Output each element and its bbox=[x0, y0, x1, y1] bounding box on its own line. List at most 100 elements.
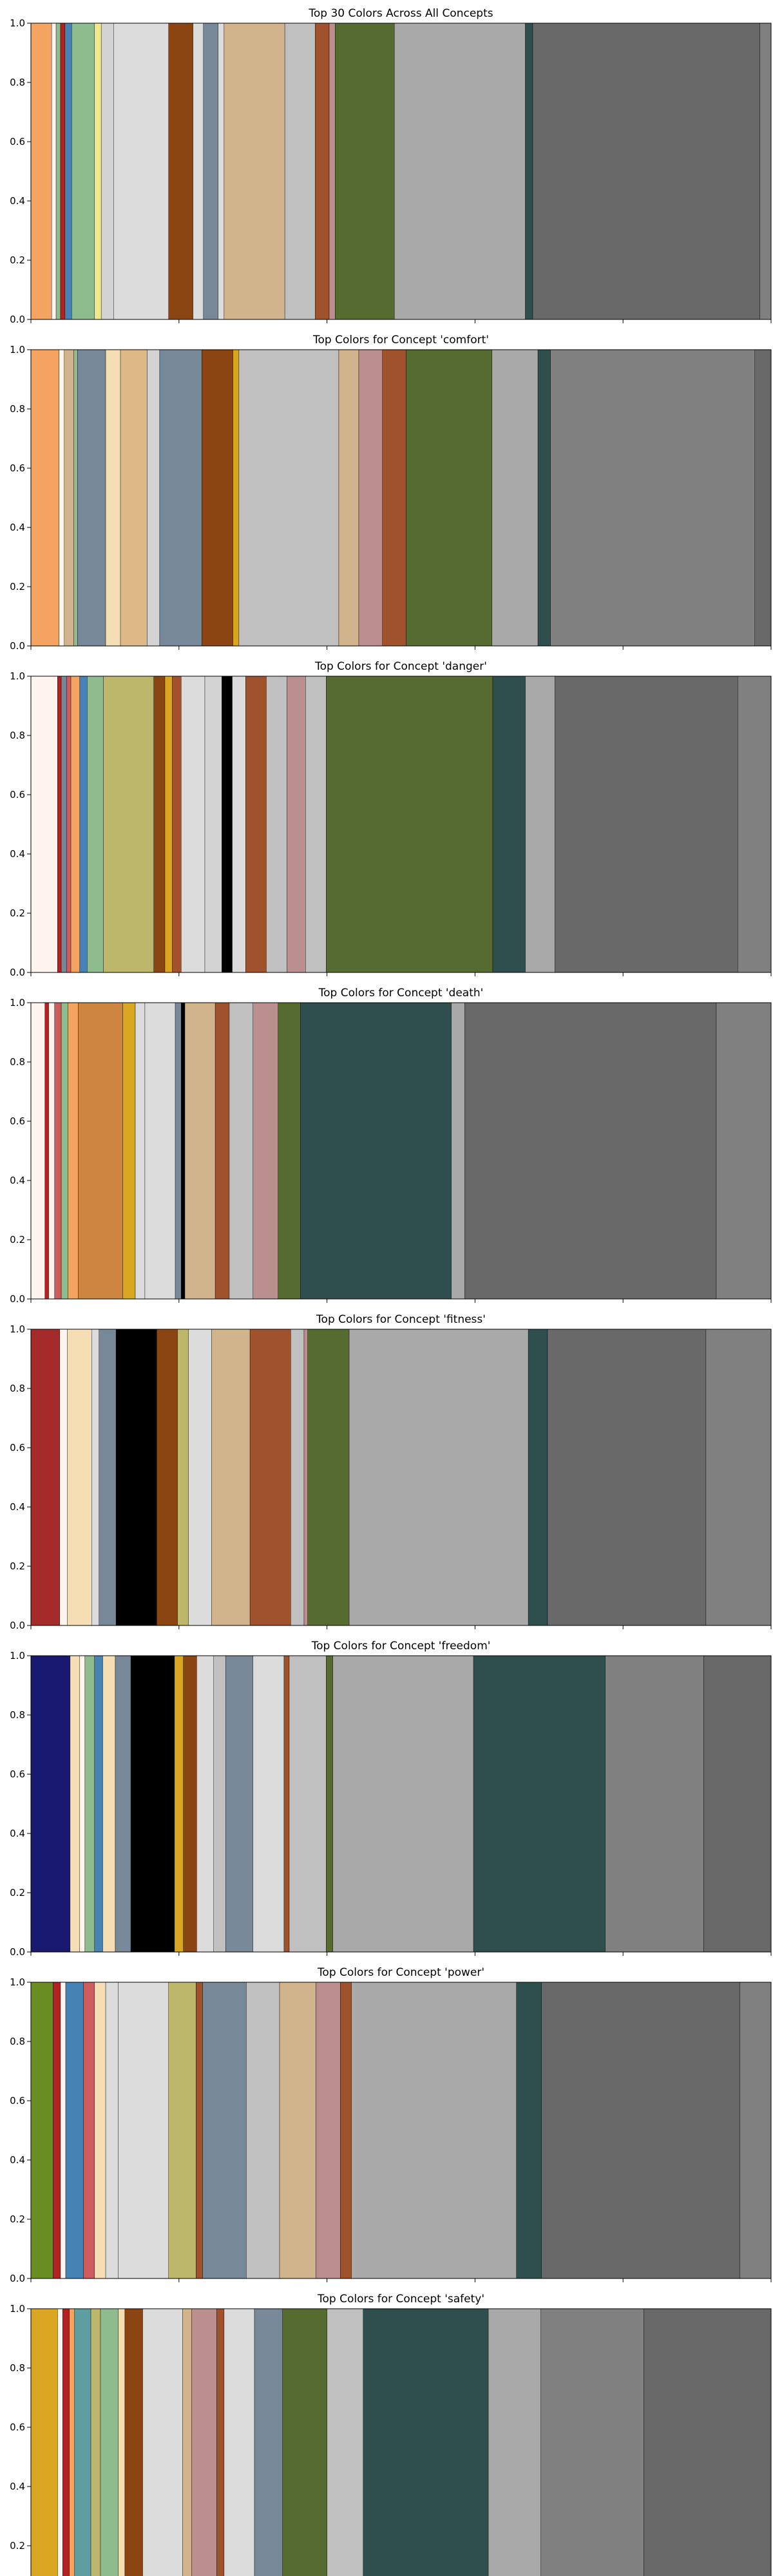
y-tick-label: 1.0 bbox=[10, 2303, 25, 2315]
y-tick-label: 1.0 bbox=[10, 1650, 25, 1662]
color-bar bbox=[55, 23, 61, 320]
color-bar bbox=[191, 2308, 217, 2576]
color-bar bbox=[115, 1329, 157, 1626]
y-tick-label: 0.4 bbox=[10, 2481, 25, 2492]
chart-title: Top Colors for Concept 'danger' bbox=[314, 660, 487, 673]
color-bar bbox=[307, 1329, 350, 1626]
chart-title: Top Colors for Concept 'death' bbox=[318, 987, 484, 999]
chart-title: Top Colors for Concept 'power' bbox=[317, 1966, 484, 1979]
color-bar bbox=[222, 676, 233, 973]
color-bar bbox=[147, 349, 160, 647]
color-bar bbox=[283, 1655, 290, 1953]
color-bar bbox=[30, 1329, 61, 1626]
chart-panel: Top Colors for Concept 'fitness' 0.0 0.2 0.… bbox=[10, 1313, 772, 1631]
color-bar bbox=[759, 23, 772, 320]
y-tick-label: 0.2 bbox=[10, 2540, 25, 2552]
color-bar bbox=[253, 1002, 278, 1300]
y-tick-label: 0.4 bbox=[10, 522, 25, 533]
color-bar bbox=[218, 23, 225, 320]
color-bar bbox=[181, 1002, 186, 1300]
color-bar bbox=[305, 676, 327, 973]
color-bar bbox=[224, 23, 285, 320]
axes-frame bbox=[30, 676, 772, 973]
y-tick-label: 0.8 bbox=[10, 1056, 25, 1068]
y-tick-label: 0.0 bbox=[10, 1293, 25, 1305]
y-tick-label: 1.0 bbox=[10, 997, 25, 1009]
color-bar bbox=[164, 676, 173, 973]
axes-frame bbox=[30, 1655, 772, 1953]
color-bar bbox=[266, 676, 287, 973]
color-bar bbox=[122, 1002, 136, 1300]
color-bar bbox=[118, 2308, 126, 2576]
color-bar bbox=[754, 349, 772, 647]
color-bar bbox=[555, 676, 738, 973]
y-tick-label: 0.8 bbox=[10, 1383, 25, 1394]
color-bar bbox=[547, 1329, 707, 1626]
color-bar bbox=[78, 1002, 123, 1300]
color-bar bbox=[279, 1982, 316, 2279]
color-bar bbox=[100, 23, 114, 320]
color-bar bbox=[77, 349, 106, 647]
y-tick-label: 0.0 bbox=[10, 1620, 25, 1631]
color-bar bbox=[30, 349, 59, 647]
color-bar bbox=[60, 1982, 66, 2279]
axes-frame bbox=[30, 349, 772, 647]
color-bar bbox=[492, 676, 526, 973]
color-bar bbox=[94, 23, 102, 320]
chart-title: Top 30 Colors Across All Concepts bbox=[308, 7, 493, 20]
color-bar bbox=[30, 2308, 58, 2576]
color-bar bbox=[184, 1002, 216, 1300]
color-bar bbox=[213, 1655, 226, 1953]
y-tick-label: 1.0 bbox=[10, 344, 25, 355]
y-tick-label: 0.0 bbox=[10, 1946, 25, 1958]
y-tick-label: 0.6 bbox=[10, 1768, 25, 1780]
color-bar bbox=[60, 23, 66, 320]
color-bar bbox=[303, 1329, 308, 1626]
color-bar bbox=[30, 1002, 46, 1300]
color-bar bbox=[84, 1655, 95, 1953]
color-bar bbox=[168, 1982, 196, 2279]
color-bar bbox=[68, 1002, 79, 1300]
color-bar bbox=[30, 676, 58, 973]
y-tick-label: 0.8 bbox=[10, 77, 25, 88]
color-bar bbox=[175, 1002, 182, 1300]
color-bar bbox=[300, 1002, 452, 1300]
color-bar bbox=[61, 676, 67, 973]
color-bar bbox=[278, 1002, 301, 1300]
color-bar bbox=[70, 1655, 81, 1953]
color-bar bbox=[705, 1329, 772, 1626]
color-bar bbox=[196, 1982, 203, 2279]
y-tick-label: 0.0 bbox=[10, 967, 25, 978]
color-bar bbox=[181, 676, 205, 973]
axes-frame bbox=[30, 1329, 772, 1626]
y-tick-label: 0.2 bbox=[10, 2213, 25, 2225]
color-bar bbox=[332, 1655, 474, 1953]
y-tick-label: 0.6 bbox=[10, 1115, 25, 1127]
color-bar bbox=[316, 1982, 341, 2279]
color-bar bbox=[99, 1329, 117, 1626]
y-tick-label: 0.8 bbox=[10, 403, 25, 415]
chart-panel: Top Colors for Concept 'death' 0.0 0.2 0.4 0… bbox=[10, 987, 772, 1305]
color-bar bbox=[174, 1655, 184, 1953]
y-tick-label: 0.2 bbox=[10, 581, 25, 592]
y-tick-label: 0.8 bbox=[10, 2036, 25, 2047]
y-tick-label: 0.6 bbox=[10, 789, 25, 800]
y-tick-label: 0.8 bbox=[10, 1709, 25, 1721]
color-bar bbox=[48, 1002, 55, 1300]
color-bar bbox=[516, 1982, 542, 2279]
color-bar bbox=[351, 1982, 517, 2279]
color-bar bbox=[406, 349, 493, 647]
color-bar bbox=[113, 23, 169, 320]
color-bar bbox=[740, 1982, 772, 2279]
color-bar bbox=[287, 676, 306, 973]
color-bar bbox=[196, 1655, 215, 1953]
color-bar bbox=[211, 1329, 251, 1626]
color-bar bbox=[57, 2308, 63, 2576]
color-bar bbox=[30, 23, 52, 320]
color-bar bbox=[193, 23, 204, 320]
color-bar bbox=[74, 2308, 91, 2576]
color-bar bbox=[550, 349, 755, 647]
color-bar bbox=[229, 1002, 253, 1300]
color-bar bbox=[216, 2308, 225, 2576]
